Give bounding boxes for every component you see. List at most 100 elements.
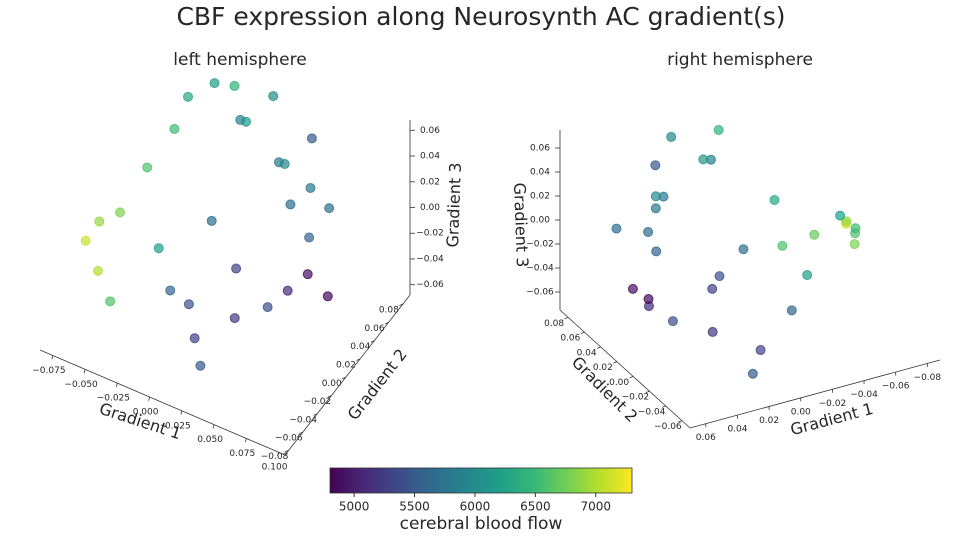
point: [777, 240, 788, 251]
tick-mark: [244, 438, 247, 443]
y-tick-label: −0.02: [622, 393, 650, 403]
tick-mark: [342, 376, 346, 380]
y-tick-label: 0.04: [577, 348, 597, 358]
point: [229, 80, 240, 91]
axis-label: Gradient 2: [344, 345, 411, 424]
tick-mark: [564, 317, 569, 320]
colorbar-label: cerebral blood flow: [400, 514, 563, 534]
point: [92, 266, 103, 277]
point: [165, 285, 176, 296]
point: [850, 223, 861, 234]
tick-mark: [580, 331, 585, 334]
x-tick-label: 0.075: [229, 449, 255, 459]
point: [189, 333, 200, 344]
axis-line: [39, 349, 286, 456]
y-tick-label: −0.06: [275, 434, 303, 444]
x-tick-label: −0.08: [914, 373, 942, 383]
point: [713, 125, 724, 136]
tick-mark: [678, 420, 683, 423]
point: [322, 291, 333, 302]
y-tick-label: −0.04: [638, 407, 666, 417]
tick-mark: [148, 396, 150, 401]
point: [285, 199, 296, 210]
x-tick-label: −0.025: [97, 394, 130, 404]
y-tick-label: 0.02: [336, 361, 356, 371]
y-tick-label: 0.08: [544, 319, 564, 329]
tick-mark: [356, 358, 361, 361]
tick-mark: [399, 303, 404, 307]
point: [183, 91, 194, 102]
z-tick-label: −0.06: [526, 288, 554, 298]
tick-mark: [115, 383, 118, 388]
point: [80, 235, 91, 246]
z-tick-label: −0.04: [526, 264, 554, 274]
point: [627, 283, 638, 294]
colorbar-tick-label: 6000: [460, 500, 491, 514]
point: [304, 232, 315, 243]
tick-mark: [313, 413, 318, 416]
point: [841, 216, 852, 227]
tick-mark: [83, 369, 86, 374]
y-tick-label: 0.00: [609, 378, 629, 388]
point: [643, 294, 654, 305]
point: [755, 345, 766, 356]
point: [650, 160, 661, 171]
point: [268, 91, 279, 102]
y-tick-label: 0.06: [560, 334, 580, 344]
subplot-title: left hemisphere: [173, 50, 306, 70]
z-tick-label: 0.00: [420, 203, 440, 213]
point: [305, 182, 316, 193]
tick-mark: [384, 322, 389, 325]
y-tick-label: 0.08: [379, 306, 399, 316]
point: [115, 207, 126, 218]
point: [698, 154, 709, 165]
point: [262, 302, 273, 313]
y-tick-label: 0.00: [322, 379, 342, 389]
y-tick-label: −0.08: [261, 452, 289, 462]
axis-line: [284, 294, 411, 456]
colorbar-tick-label: 7000: [580, 500, 611, 514]
point: [666, 131, 677, 142]
tick-mark: [629, 376, 634, 379]
point: [94, 216, 105, 227]
axis-label: Gradient 3: [510, 182, 532, 268]
x-tick-label: 0.02: [759, 416, 779, 426]
point: [306, 133, 317, 144]
axis-label: Gradient 3: [443, 162, 465, 248]
colorbar-tick-label: 6500: [520, 500, 551, 514]
point: [650, 203, 661, 214]
point: [241, 116, 252, 127]
point: [231, 263, 242, 274]
x-tick-label: 0.06: [696, 433, 716, 443]
point: [302, 269, 313, 280]
y-tick-label: −0.04: [289, 415, 317, 425]
tick-mark: [284, 450, 289, 453]
x-tick-label: −0.050: [64, 380, 98, 390]
colorbar-tick-label: 5000: [339, 500, 370, 514]
point: [142, 162, 153, 173]
z-tick-label: 0.02: [420, 177, 440, 187]
z-tick-label: −0.06: [416, 280, 444, 290]
point: [209, 78, 220, 89]
x-tick-label: 0.050: [197, 435, 223, 445]
tick-mark: [299, 431, 304, 435]
point: [324, 203, 335, 214]
axis-line: [689, 359, 941, 429]
z-tick-label: 0.04: [420, 152, 440, 162]
point: [707, 283, 718, 294]
point: [835, 210, 846, 221]
z-tick-label: −0.02: [526, 240, 554, 250]
point: [183, 299, 194, 310]
point: [707, 326, 718, 337]
tick-mark: [613, 361, 618, 364]
z-tick-label: 0.06: [420, 126, 440, 136]
axis-line: [559, 309, 691, 429]
tick-mark: [596, 346, 601, 349]
colorbar-tick-label: 5500: [399, 500, 430, 514]
tick-mark: [327, 395, 332, 398]
y-tick-label: −0.06: [654, 422, 682, 432]
tick-mark: [180, 410, 183, 415]
colorbar: [329, 467, 633, 494]
x-tick-label: 0.025: [165, 421, 191, 431]
